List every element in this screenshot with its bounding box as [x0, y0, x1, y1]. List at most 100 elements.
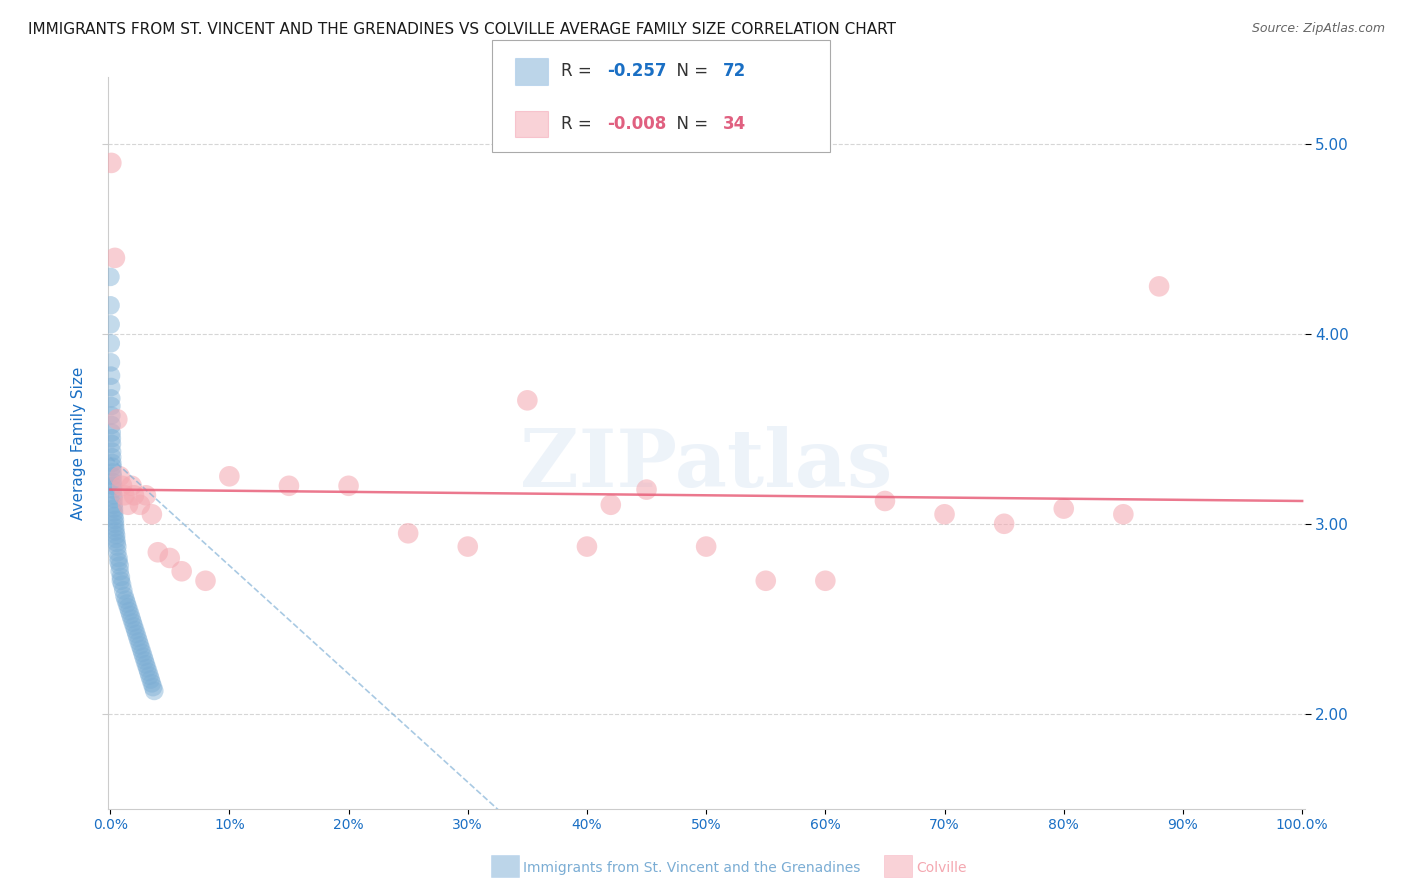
- Point: [755, 574, 778, 588]
- Text: -0.257: -0.257: [607, 62, 666, 80]
- Point: [125, 627, 148, 641]
- Point: [194, 574, 217, 588]
- Point: [100, 368, 122, 383]
- Point: [146, 545, 169, 559]
- Point: [104, 520, 127, 534]
- Point: [101, 431, 124, 445]
- Point: [110, 570, 132, 584]
- Point: [139, 673, 162, 687]
- Point: [103, 509, 125, 524]
- Text: N =: N =: [666, 115, 714, 133]
- Point: [114, 592, 136, 607]
- Point: [129, 642, 152, 657]
- Text: Colville: Colville: [917, 861, 967, 875]
- Point: [122, 619, 145, 633]
- Point: [100, 318, 122, 332]
- Point: [121, 612, 143, 626]
- Point: [136, 661, 159, 675]
- Point: [457, 540, 479, 554]
- Point: [100, 409, 122, 423]
- Point: [110, 574, 132, 588]
- Point: [814, 574, 837, 588]
- Point: [105, 528, 128, 542]
- Point: [100, 380, 122, 394]
- Text: 72: 72: [723, 62, 747, 80]
- Point: [141, 676, 163, 690]
- Point: [108, 558, 131, 573]
- Point: [101, 456, 124, 470]
- Point: [108, 564, 131, 578]
- Point: [575, 540, 598, 554]
- Point: [104, 524, 127, 539]
- Point: [101, 475, 124, 489]
- Text: 34: 34: [723, 115, 747, 133]
- Point: [111, 479, 134, 493]
- Point: [100, 156, 122, 170]
- Point: [117, 600, 139, 615]
- Point: [104, 251, 127, 265]
- Text: Immigrants from St. Vincent and the Grenadines: Immigrants from St. Vincent and the Gren…: [523, 861, 860, 875]
- Point: [103, 498, 125, 512]
- Point: [118, 604, 141, 618]
- Point: [105, 535, 128, 549]
- Point: [128, 634, 150, 648]
- Point: [100, 269, 122, 284]
- Point: [516, 393, 538, 408]
- Point: [103, 488, 125, 502]
- Point: [103, 501, 125, 516]
- Text: Source: ZipAtlas.com: Source: ZipAtlas.com: [1251, 22, 1385, 36]
- Point: [396, 526, 419, 541]
- Point: [104, 516, 127, 531]
- Point: [101, 450, 124, 465]
- Point: [159, 551, 181, 566]
- Point: [105, 540, 128, 554]
- Point: [1147, 279, 1170, 293]
- Point: [103, 505, 125, 519]
- Point: [115, 597, 138, 611]
- Point: [100, 355, 122, 369]
- Point: [141, 508, 163, 522]
- Point: [111, 577, 134, 591]
- Point: [129, 498, 152, 512]
- Text: R =: R =: [561, 115, 598, 133]
- Point: [599, 498, 621, 512]
- Point: [934, 508, 956, 522]
- Point: [1112, 508, 1135, 522]
- Point: [101, 479, 124, 493]
- Point: [105, 532, 128, 546]
- Point: [100, 336, 122, 351]
- Point: [120, 607, 142, 622]
- Point: [112, 583, 135, 598]
- Point: [121, 615, 143, 630]
- Point: [218, 469, 240, 483]
- Point: [135, 657, 157, 672]
- Point: [108, 469, 131, 483]
- Point: [138, 669, 160, 683]
- Point: [337, 479, 360, 493]
- Point: [993, 516, 1015, 531]
- Point: [170, 564, 193, 578]
- Text: -0.008: -0.008: [607, 115, 666, 133]
- Point: [107, 551, 129, 566]
- Point: [100, 417, 122, 432]
- Text: R =: R =: [561, 62, 598, 80]
- Y-axis label: Average Family Size: Average Family Size: [72, 367, 86, 520]
- Point: [101, 469, 124, 483]
- Point: [103, 492, 125, 507]
- Point: [105, 545, 128, 559]
- Point: [873, 494, 896, 508]
- Point: [695, 540, 717, 554]
- Point: [100, 399, 122, 413]
- Text: ZIPatlas: ZIPatlas: [520, 426, 893, 504]
- Point: [131, 646, 153, 660]
- Point: [100, 298, 122, 312]
- Point: [107, 555, 129, 569]
- Point: [103, 483, 125, 497]
- Point: [132, 649, 155, 664]
- Point: [122, 488, 145, 502]
- Point: [114, 488, 136, 502]
- Point: [124, 623, 146, 637]
- Point: [121, 479, 143, 493]
- Point: [136, 665, 159, 679]
- Point: [129, 638, 152, 652]
